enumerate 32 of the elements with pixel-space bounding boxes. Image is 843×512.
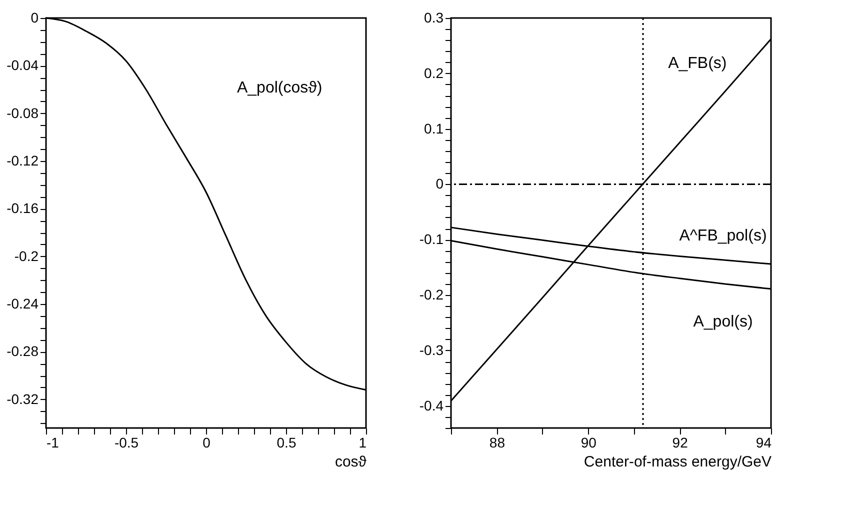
y-tick-label: -0.24 [6,296,39,312]
x-tick-label: 90 [580,434,597,450]
y-tick-label: 0.1 [424,120,444,136]
x-tick-label: 0 [202,434,211,450]
annotation: A_FB(s) [668,55,727,72]
y-tick-label: 0.2 [424,64,444,81]
y-tick-label: -0.12 [6,152,39,169]
y-tick-label: -0.16 [6,200,39,216]
annotation: A^FB_pol(s) [679,227,767,244]
y-tick-label: -0.4 [419,397,444,414]
y-tick-label: -0.1 [419,231,444,248]
y-tick-label: -0.28 [6,343,39,360]
x-tick-label: 92 [672,434,688,450]
y-tick-label: -0.32 [6,390,39,407]
x-axis-title: Center-of-mass energy/GeV [584,454,772,470]
x-axis-title: cosϑ [334,454,368,470]
x-tick-label: -0.5 [114,434,139,450]
y-tick-label: 0 [30,10,39,26]
y-tick-label: -0.2 [14,248,39,264]
x-tick-label: 94 [756,434,772,450]
x-tick-label: -1 [46,434,60,450]
x-tick-label: 0.5 [276,434,296,450]
y-tick-label: -0.3 [419,342,444,358]
x-tick-label: 1 [358,434,367,450]
y-tick-label: 0.3 [424,10,444,26]
annotation: A_pol(cosϑ) [236,80,322,97]
y-tick-label: -0.2 [419,286,444,303]
annotation: A_pol(s) [693,313,753,330]
y-tick-label: 0 [436,176,444,192]
x-tick-label: 88 [489,434,506,450]
y-tick-label: -0.04 [6,57,39,74]
y-tick-label: -0.08 [6,104,39,121]
